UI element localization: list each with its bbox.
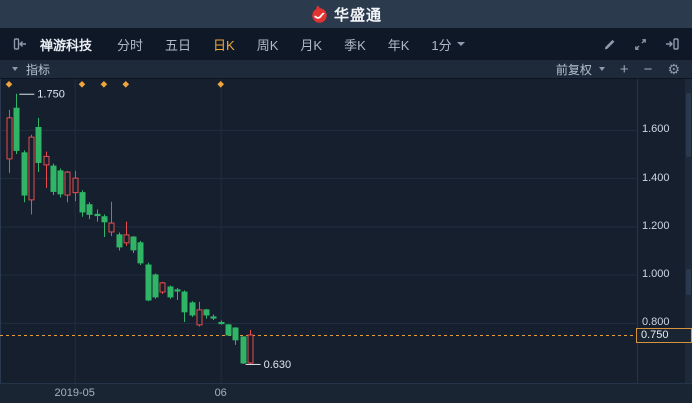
- tab-quarterly-k[interactable]: 季K: [344, 37, 366, 53]
- zoom-in-button[interactable]: +: [619, 60, 629, 78]
- adjustment-dropdown[interactable]: 前复权: [555, 62, 592, 77]
- chart-area: 1.750 0.630 1.600 1.400 1.200 1.000 0.800 0.7…: [0, 79, 692, 383]
- period-tabs: 分时 五日 日K 周K 月K 季K 年K 1分: [106, 35, 476, 54]
- time-axis: 2019-05 06: [0, 383, 692, 403]
- gear-icon[interactable]: ⚙: [667, 60, 680, 77]
- tab-five-day[interactable]: 五日: [165, 37, 192, 53]
- chevron-down-icon: [456, 42, 465, 46]
- y-axis-label: 0.800: [642, 316, 670, 329]
- scroll-thumb: [686, 269, 691, 295]
- tab-one-minute-dropdown[interactable]: 年K: [387, 37, 410, 53]
- app-title: 华盛通: [333, 6, 382, 24]
- x-axis-label: 06: [214, 387, 227, 399]
- price-annotation: 0.630: [264, 359, 292, 371]
- chevron-down-icon[interactable]: [598, 67, 605, 71]
- dock-right-icon[interactable]: [664, 36, 680, 52]
- tab-daily-k[interactable]: 日K: [213, 37, 235, 53]
- tab-minute-interval[interactable]: 1分: [431, 35, 465, 54]
- x-axis-label: 2019-05: [54, 387, 95, 399]
- tab-monthly-k[interactable]: 月K: [300, 37, 323, 53]
- y-axis-label: 1.200: [642, 219, 670, 232]
- price-annotation: 1.750: [37, 89, 65, 101]
- flame-logo-icon: [310, 5, 329, 24]
- app-header: 华盛通: [0, 0, 692, 28]
- collapse-left-icon[interactable]: [12, 36, 28, 52]
- pencil-icon[interactable]: [602, 37, 617, 52]
- current-price-label: 0.750: [636, 327, 692, 343]
- zoom-out-button[interactable]: −: [643, 60, 653, 78]
- scroll-thumb: [686, 93, 691, 157]
- price-axis: 1.600 1.400 1.200 1.000 0.800: [637, 79, 686, 383]
- chevron-down-icon: [12, 67, 18, 71]
- indicator-toolbar: 指标 前复权 + − ⚙: [0, 60, 692, 79]
- y-axis-label: 1.000: [642, 268, 670, 281]
- indicator-label: 指标: [26, 62, 51, 77]
- expand-icon[interactable]: [633, 37, 648, 52]
- chart-nav-bar: 禅游科技 分时 五日 日K 周K 月K 季K 年K 1分: [0, 28, 692, 60]
- y-axis-label: 1.600: [642, 123, 670, 136]
- tab-time-sharing[interactable]: 分时: [117, 37, 144, 53]
- y-axis-label: 1.400: [642, 171, 670, 184]
- right-scroll-strip: [685, 79, 692, 383]
- stock-name: 禅游科技: [40, 37, 93, 53]
- candlestick-chart[interactable]: 1.750 0.630: [0, 79, 637, 383]
- indicator-dropdown[interactable]: 指标: [12, 61, 50, 78]
- tab-weekly-k[interactable]: 周K: [256, 37, 279, 53]
